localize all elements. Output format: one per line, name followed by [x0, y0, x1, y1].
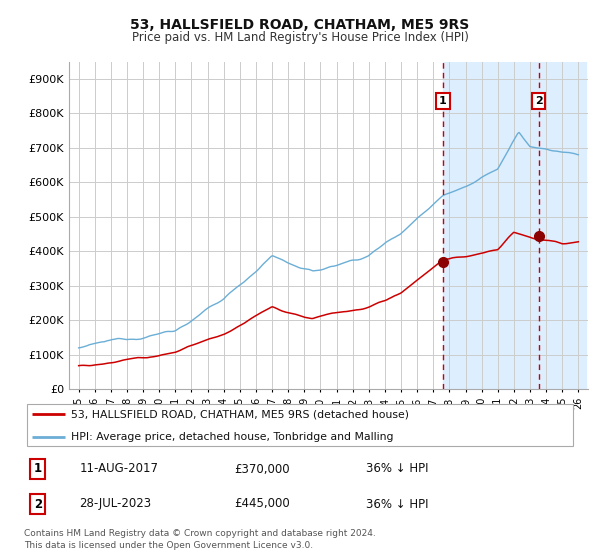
Text: Price paid vs. HM Land Registry's House Price Index (HPI): Price paid vs. HM Land Registry's House …: [131, 31, 469, 44]
Text: HPI: Average price, detached house, Tonbridge and Malling: HPI: Average price, detached house, Tonb…: [71, 432, 394, 441]
Text: 1: 1: [439, 96, 447, 106]
Text: 36% ↓ HPI: 36% ↓ HPI: [366, 497, 429, 511]
FancyBboxPatch shape: [27, 404, 573, 446]
Text: 11-AUG-2017: 11-AUG-2017: [79, 463, 158, 475]
Text: 28-JUL-2023: 28-JUL-2023: [79, 497, 151, 511]
Bar: [539, 62, 586, 389]
Text: £370,000: £370,000: [234, 463, 289, 475]
Text: 2: 2: [34, 497, 42, 511]
Text: 53, HALLSFIELD ROAD, CHATHAM, ME5 9RS: 53, HALLSFIELD ROAD, CHATHAM, ME5 9RS: [130, 18, 470, 32]
Text: Contains HM Land Registry data © Crown copyright and database right 2024.
This d: Contains HM Land Registry data © Crown c…: [24, 529, 376, 550]
Text: £445,000: £445,000: [234, 497, 290, 511]
Text: 53, HALLSFIELD ROAD, CHATHAM, ME5 9RS (detached house): 53, HALLSFIELD ROAD, CHATHAM, ME5 9RS (d…: [71, 409, 409, 419]
Text: 1: 1: [34, 463, 42, 475]
Text: 2: 2: [535, 96, 543, 106]
Bar: [443, 62, 586, 389]
Text: 36% ↓ HPI: 36% ↓ HPI: [366, 463, 429, 475]
